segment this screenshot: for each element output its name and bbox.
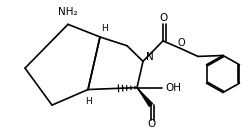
Polygon shape (137, 88, 153, 107)
Text: O: O (177, 38, 185, 48)
Text: O: O (147, 119, 155, 129)
Text: OH: OH (165, 83, 181, 93)
Text: O: O (159, 13, 167, 23)
Text: H: H (85, 97, 91, 106)
Text: H: H (101, 24, 107, 33)
Text: N: N (146, 52, 154, 62)
Text: NH₂: NH₂ (58, 7, 78, 17)
